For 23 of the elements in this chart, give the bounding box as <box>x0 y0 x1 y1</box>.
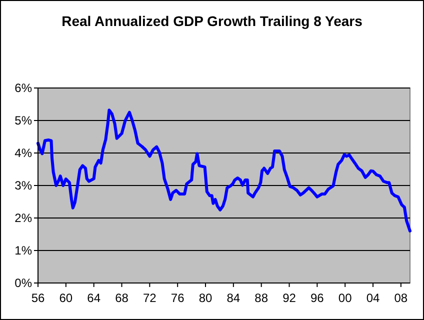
y-tick-label: 5% <box>14 114 32 128</box>
x-tick-label: 64 <box>87 291 101 305</box>
x-tick-label: 84 <box>226 291 240 305</box>
y-tick-label: 1% <box>14 244 32 258</box>
x-tick-label: 68 <box>115 291 129 305</box>
x-tick-label: 80 <box>198 291 212 305</box>
x-tick-label: 56 <box>31 291 45 305</box>
x-tick-label: 60 <box>59 291 73 305</box>
x-tick-label: 96 <box>310 291 324 305</box>
x-tick-label: 76 <box>170 291 185 305</box>
x-tick-label: 08 <box>394 291 408 305</box>
x-tick-label: 88 <box>254 291 268 305</box>
y-tick-label: 0% <box>14 276 32 290</box>
x-tick-label: 92 <box>282 291 296 305</box>
x-tick-label: 04 <box>366 291 380 305</box>
y-tick-label: 3% <box>14 178 32 192</box>
y-tick-label: 4% <box>14 146 32 160</box>
x-tick-label: 00 <box>338 291 352 305</box>
y-tick-label: 6% <box>14 81 32 95</box>
x-tick-label: 72 <box>142 291 157 305</box>
line-series <box>36 108 412 232</box>
chart-title: Real Annualized GDP Growth Trailing 8 Years <box>62 13 363 29</box>
y-tick-label: 2% <box>14 211 32 225</box>
